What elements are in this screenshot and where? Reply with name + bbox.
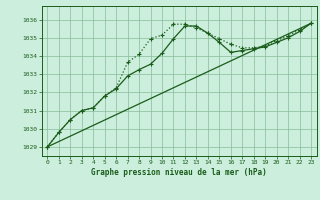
X-axis label: Graphe pression niveau de la mer (hPa): Graphe pression niveau de la mer (hPa) [91, 168, 267, 177]
